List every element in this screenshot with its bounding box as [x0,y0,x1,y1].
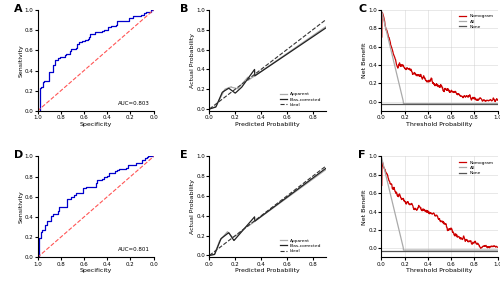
Text: C: C [358,4,366,14]
Text: B: B [180,4,189,14]
Y-axis label: Sensitivity: Sensitivity [18,44,23,77]
Text: A: A [14,4,23,14]
Text: AUC=0.803: AUC=0.803 [118,101,150,106]
Legend: Apparent, Bias-corrected, Ideal: Apparent, Bias-corrected, Ideal [278,237,324,255]
X-axis label: Predicted Probability: Predicted Probability [235,268,300,273]
Y-axis label: Actual Probability: Actual Probability [190,179,195,235]
X-axis label: Threshold Probability: Threshold Probability [406,268,472,273]
Text: F: F [358,150,366,160]
X-axis label: Specificity: Specificity [80,122,112,126]
Legend: Nomogram, All, None: Nomogram, All, None [458,12,496,31]
X-axis label: Predicted Probability: Predicted Probability [235,122,300,126]
Legend: Nomogram, All, None: Nomogram, All, None [458,159,496,177]
Y-axis label: Actual Probability: Actual Probability [190,33,195,88]
Y-axis label: Net Benefit: Net Benefit [362,189,367,225]
Text: E: E [180,150,188,160]
X-axis label: Threshold Probability: Threshold Probability [406,122,472,126]
Text: D: D [14,150,24,160]
Y-axis label: Net Benefit: Net Benefit [362,43,367,78]
Legend: Apparent, Bias-corrected, Ideal: Apparent, Bias-corrected, Ideal [278,90,324,109]
Text: AUC=0.801: AUC=0.801 [118,247,150,252]
Y-axis label: Sensitivity: Sensitivity [18,190,23,223]
X-axis label: Specificity: Specificity [80,268,112,273]
